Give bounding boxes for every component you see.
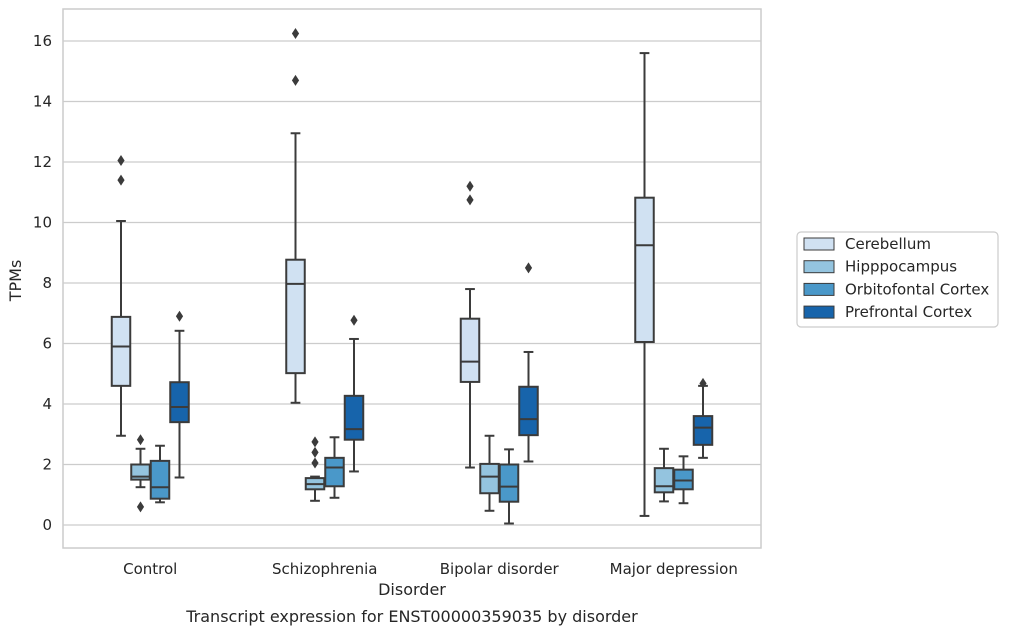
y-tick-label: 4 (42, 395, 52, 413)
box-plot-series (110, 27, 714, 525)
x-axis-ticks: Control Schizophrenia Bipolar disorder Majo… (123, 560, 738, 578)
outlier-point (311, 436, 319, 448)
plot-area-frame (62, 8, 762, 549)
outlier-point (524, 262, 533, 274)
box (673, 468, 694, 491)
box-group (653, 447, 675, 503)
box (343, 394, 365, 441)
box (459, 317, 481, 383)
outlier-point (291, 27, 300, 39)
outlier-point (175, 310, 184, 322)
box (169, 381, 190, 424)
legend-label: Cerebellum (845, 235, 931, 253)
outlier-point (117, 174, 125, 186)
y-tick-label: 14 (33, 93, 52, 111)
legend-label: Hipppocampus (845, 258, 957, 276)
x-axis-label: Disorder (378, 580, 446, 599)
box-group (304, 436, 326, 502)
box (653, 467, 675, 494)
legend-swatch (803, 237, 835, 251)
outlier-point (136, 434, 145, 446)
box-group (110, 154, 132, 437)
x-tick-label: Major depression (610, 560, 738, 578)
legend-swatch (803, 282, 835, 296)
outlier-point (117, 154, 125, 166)
x-tick-label: Schizophrenia (272, 560, 377, 578)
legend-label: Orbitofontal Cortex (845, 280, 989, 298)
y-tick-label: 0 (42, 516, 52, 534)
outlier-point (136, 501, 145, 513)
box (149, 459, 171, 500)
outlier-point (311, 446, 319, 458)
gridlines (63, 40, 761, 526)
box (498, 463, 520, 503)
box-group (343, 314, 365, 473)
box (518, 385, 539, 437)
box-group (498, 448, 520, 525)
box-group (459, 180, 481, 469)
outlier-point (291, 74, 300, 86)
box-group (634, 52, 655, 517)
box-group (673, 455, 694, 505)
y-tick-label: 2 (42, 456, 52, 474)
y-tick-label: 8 (42, 274, 52, 292)
box-group (169, 310, 190, 479)
box-group (479, 434, 500, 512)
x-tick-label: Control (123, 560, 177, 578)
box-group (149, 444, 171, 504)
box-group (324, 436, 345, 499)
box (634, 196, 655, 343)
box-group (692, 377, 714, 459)
y-tick-label: 16 (33, 32, 52, 50)
x-tick-label: Bipolar disorder (440, 560, 560, 578)
box (285, 258, 306, 375)
box (110, 315, 132, 387)
y-tick-label: 6 (42, 335, 52, 353)
outlier-point (311, 457, 319, 469)
outlier-point (466, 180, 474, 192)
y-axis-label: TPMs (6, 260, 25, 303)
outlier-point (466, 194, 474, 206)
box (479, 462, 500, 495)
y-tick-label: 12 (33, 153, 52, 171)
y-tick-label: 10 (33, 214, 52, 232)
box-group (130, 434, 151, 513)
box (324, 456, 345, 488)
chart-caption: Transcript expression for ENST0000035903… (185, 607, 638, 626)
box (692, 415, 714, 446)
outlier-point (699, 377, 707, 389)
y-axis-ticks: 0 2 4 6 8 10 12 14 16 (33, 32, 52, 534)
legend-swatch (803, 260, 835, 274)
legend-label: Prefrontal Cortex (845, 303, 972, 321)
legend-frame (796, 231, 999, 328)
legend-swatch (803, 305, 835, 319)
legend: Cerebellum Hipppocampus Orbitofontal Corte… (796, 231, 999, 328)
outlier-point (350, 314, 358, 326)
box-group (518, 262, 539, 463)
box-group (285, 27, 306, 404)
